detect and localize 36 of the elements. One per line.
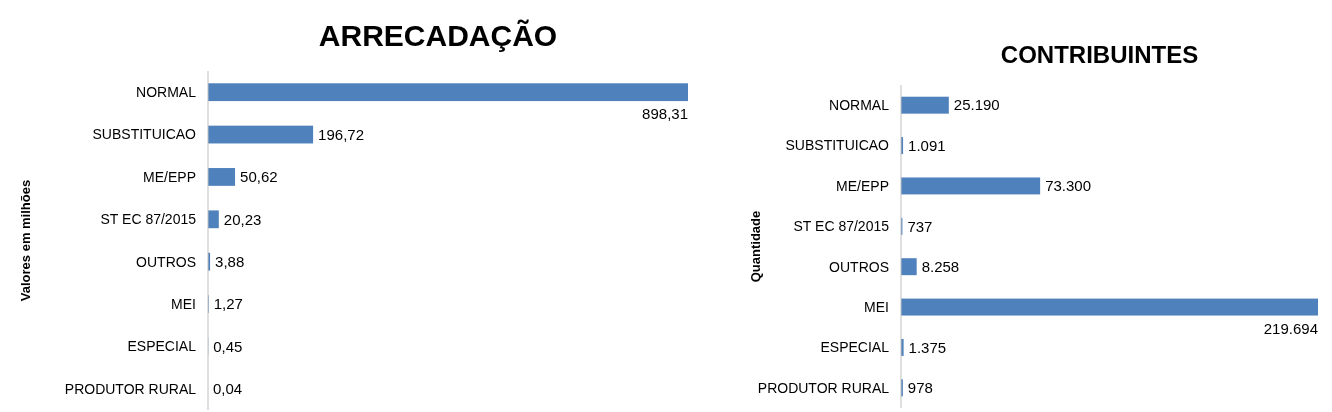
y-tick-label: ME/EPP xyxy=(836,177,889,194)
y-tick-label: NORMAL xyxy=(136,84,197,101)
y-tick-label: ST EC 87/2015 xyxy=(100,211,197,228)
data-label: 1.091 xyxy=(908,136,946,154)
data-label: 219.694 xyxy=(1263,319,1318,337)
y-tick-label: NORMAL xyxy=(829,97,890,114)
y-axis-title: Valores em milhões xyxy=(18,179,33,302)
y-tick-label: PRODUTOR RURAL xyxy=(757,379,890,396)
data-label: 25.190 xyxy=(953,96,1000,114)
data-label: 3,88 xyxy=(215,252,245,270)
data-label: 737 xyxy=(907,217,933,235)
y-tick-label: ESPECIAL xyxy=(820,339,890,356)
y-tick-label: OUTROS xyxy=(829,258,889,275)
data-label: 978 xyxy=(907,379,933,397)
y-tick-label: OUTROS xyxy=(136,253,196,270)
data-label: 8.258 xyxy=(921,257,960,275)
y-tick-label: ST EC 87/2015 xyxy=(793,218,890,235)
data-label: 0,04 xyxy=(213,380,243,398)
y-tick-label: MEI xyxy=(864,298,889,315)
y-tick-label: SUBSTITUICAO xyxy=(92,126,197,143)
data-label: 73.300 xyxy=(1045,177,1092,195)
data-label: 1,27 xyxy=(213,295,243,313)
y-tick-label: MEI xyxy=(171,295,196,312)
data-label: 0,45 xyxy=(213,337,243,355)
y-axis-title: Quantidade xyxy=(748,210,763,283)
y-tick-label: SUBSTITUICAO xyxy=(785,137,890,154)
data-label: 1.375 xyxy=(908,338,947,356)
data-label: 20,23 xyxy=(223,210,262,228)
y-tick-label: PRODUTOR RURAL xyxy=(64,380,197,397)
data-label: 196,72 xyxy=(318,125,365,143)
chart-title: ARRECADAÇÃO xyxy=(318,19,558,52)
data-label: 898,31 xyxy=(642,105,688,123)
y-tick-label: ME/EPP xyxy=(143,168,196,185)
data-label: 50,62 xyxy=(240,168,278,186)
chart-title: CONTRIBUINTES xyxy=(1000,41,1199,68)
y-tick-label: ESPECIAL xyxy=(127,338,197,355)
